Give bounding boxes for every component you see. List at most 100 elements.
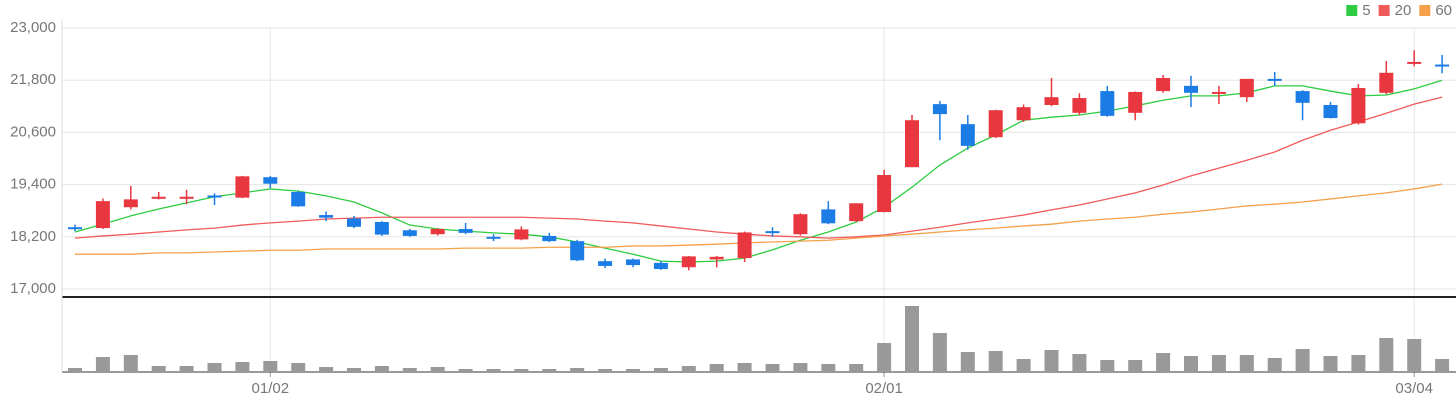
candle-body xyxy=(1323,104,1338,119)
volume-bar xyxy=(737,363,752,372)
volume-bar xyxy=(932,333,947,372)
candle-body xyxy=(374,222,389,235)
volume-bar xyxy=(988,351,1003,372)
ma-line xyxy=(74,79,1443,263)
candle-body xyxy=(1016,107,1031,121)
volume-bar xyxy=(653,368,668,372)
volume-bar xyxy=(319,367,334,372)
candle-body xyxy=(235,176,250,198)
volume-bar xyxy=(1239,355,1254,372)
candle-body xyxy=(402,230,417,236)
volume-bar xyxy=(1211,355,1226,372)
volume-bar xyxy=(179,366,194,372)
candle-body xyxy=(1351,88,1366,124)
volume-bar xyxy=(849,364,864,372)
candle-body xyxy=(1100,91,1115,116)
candle-body xyxy=(179,196,194,199)
candle-body xyxy=(932,104,947,115)
candle-body xyxy=(626,259,640,266)
legend-label: 5 xyxy=(1362,2,1370,19)
candle-body xyxy=(319,215,334,218)
legend-label: 60 xyxy=(1435,2,1452,19)
volume-bar xyxy=(1267,358,1282,372)
candle-body xyxy=(347,218,361,227)
candle-body xyxy=(681,256,696,268)
volume-bar xyxy=(235,362,250,372)
volume-bar xyxy=(960,352,975,372)
volume-bar xyxy=(793,363,808,372)
volume-bar xyxy=(765,364,780,372)
volume-bar xyxy=(68,368,82,372)
volume-bar xyxy=(1156,353,1171,372)
volume-bar xyxy=(1323,356,1338,372)
legend-swatch xyxy=(1419,5,1431,16)
volume-bar xyxy=(905,306,919,372)
legend-label: 20 xyxy=(1395,2,1412,19)
volume-bar xyxy=(877,343,892,372)
volume-bar xyxy=(1351,355,1366,372)
legend-swatch xyxy=(1378,5,1390,16)
candle-body xyxy=(1239,78,1254,98)
y-tick-label: 19,400 xyxy=(10,176,56,193)
volume-bar xyxy=(681,366,696,372)
candle-body xyxy=(1407,61,1422,64)
volume-bar xyxy=(291,363,306,372)
candle-body xyxy=(1267,78,1282,81)
candle-body xyxy=(1156,78,1171,92)
y-tick-label: 23,000 xyxy=(10,19,56,36)
candle-body xyxy=(1435,64,1450,67)
volume-bar xyxy=(458,369,473,372)
volume-bar xyxy=(123,355,138,372)
volume-bar xyxy=(1128,360,1143,372)
volume-bar xyxy=(486,369,501,372)
candle-body xyxy=(570,241,585,261)
volume-bar xyxy=(374,366,389,372)
volume-bar xyxy=(514,369,529,372)
volume-bar xyxy=(1016,359,1031,372)
candle-body xyxy=(1184,85,1198,93)
candle-body xyxy=(653,262,668,269)
candle-body xyxy=(821,209,836,224)
volume-bar xyxy=(263,361,278,372)
x-tick-label: 03/04 xyxy=(1395,380,1433,397)
y-tick-label: 21,800 xyxy=(10,71,56,88)
candle-body xyxy=(793,214,808,235)
candle-body xyxy=(263,177,278,184)
candle-body xyxy=(458,228,473,233)
volume-bar xyxy=(1184,356,1198,372)
candle-body xyxy=(123,199,138,208)
volume-bar xyxy=(1044,350,1059,372)
volume-bar xyxy=(709,364,724,372)
volume-bar xyxy=(347,368,361,372)
volume-bar xyxy=(430,367,445,372)
candle-body xyxy=(95,201,110,229)
candle-body xyxy=(207,195,222,198)
volume-bar xyxy=(95,357,110,372)
candle-body xyxy=(430,228,445,235)
candle-body xyxy=(1128,91,1143,113)
candle-body xyxy=(1072,98,1087,113)
volume-bar xyxy=(1295,349,1310,372)
candle-body xyxy=(877,175,892,213)
volume-bar xyxy=(1435,359,1450,372)
candle-body xyxy=(486,236,501,239)
legend-swatch xyxy=(1346,5,1358,16)
ma-line xyxy=(74,96,1443,239)
volume-bar xyxy=(598,369,613,372)
candle-body xyxy=(988,110,1003,138)
candle-body xyxy=(514,229,529,240)
volume-bar xyxy=(570,368,585,372)
candle-body xyxy=(68,227,82,230)
volume-bar xyxy=(402,368,417,372)
x-tick-label: 02/01 xyxy=(865,380,903,397)
volume-bar xyxy=(542,369,557,372)
volume-bar xyxy=(1407,339,1422,372)
candle-body xyxy=(1295,91,1310,103)
volume-bar xyxy=(1072,354,1087,372)
volume-bar xyxy=(207,363,222,372)
candle-body xyxy=(737,232,752,259)
candle-body xyxy=(1379,72,1394,93)
candle-body xyxy=(542,235,557,242)
candle-body xyxy=(1211,91,1226,94)
